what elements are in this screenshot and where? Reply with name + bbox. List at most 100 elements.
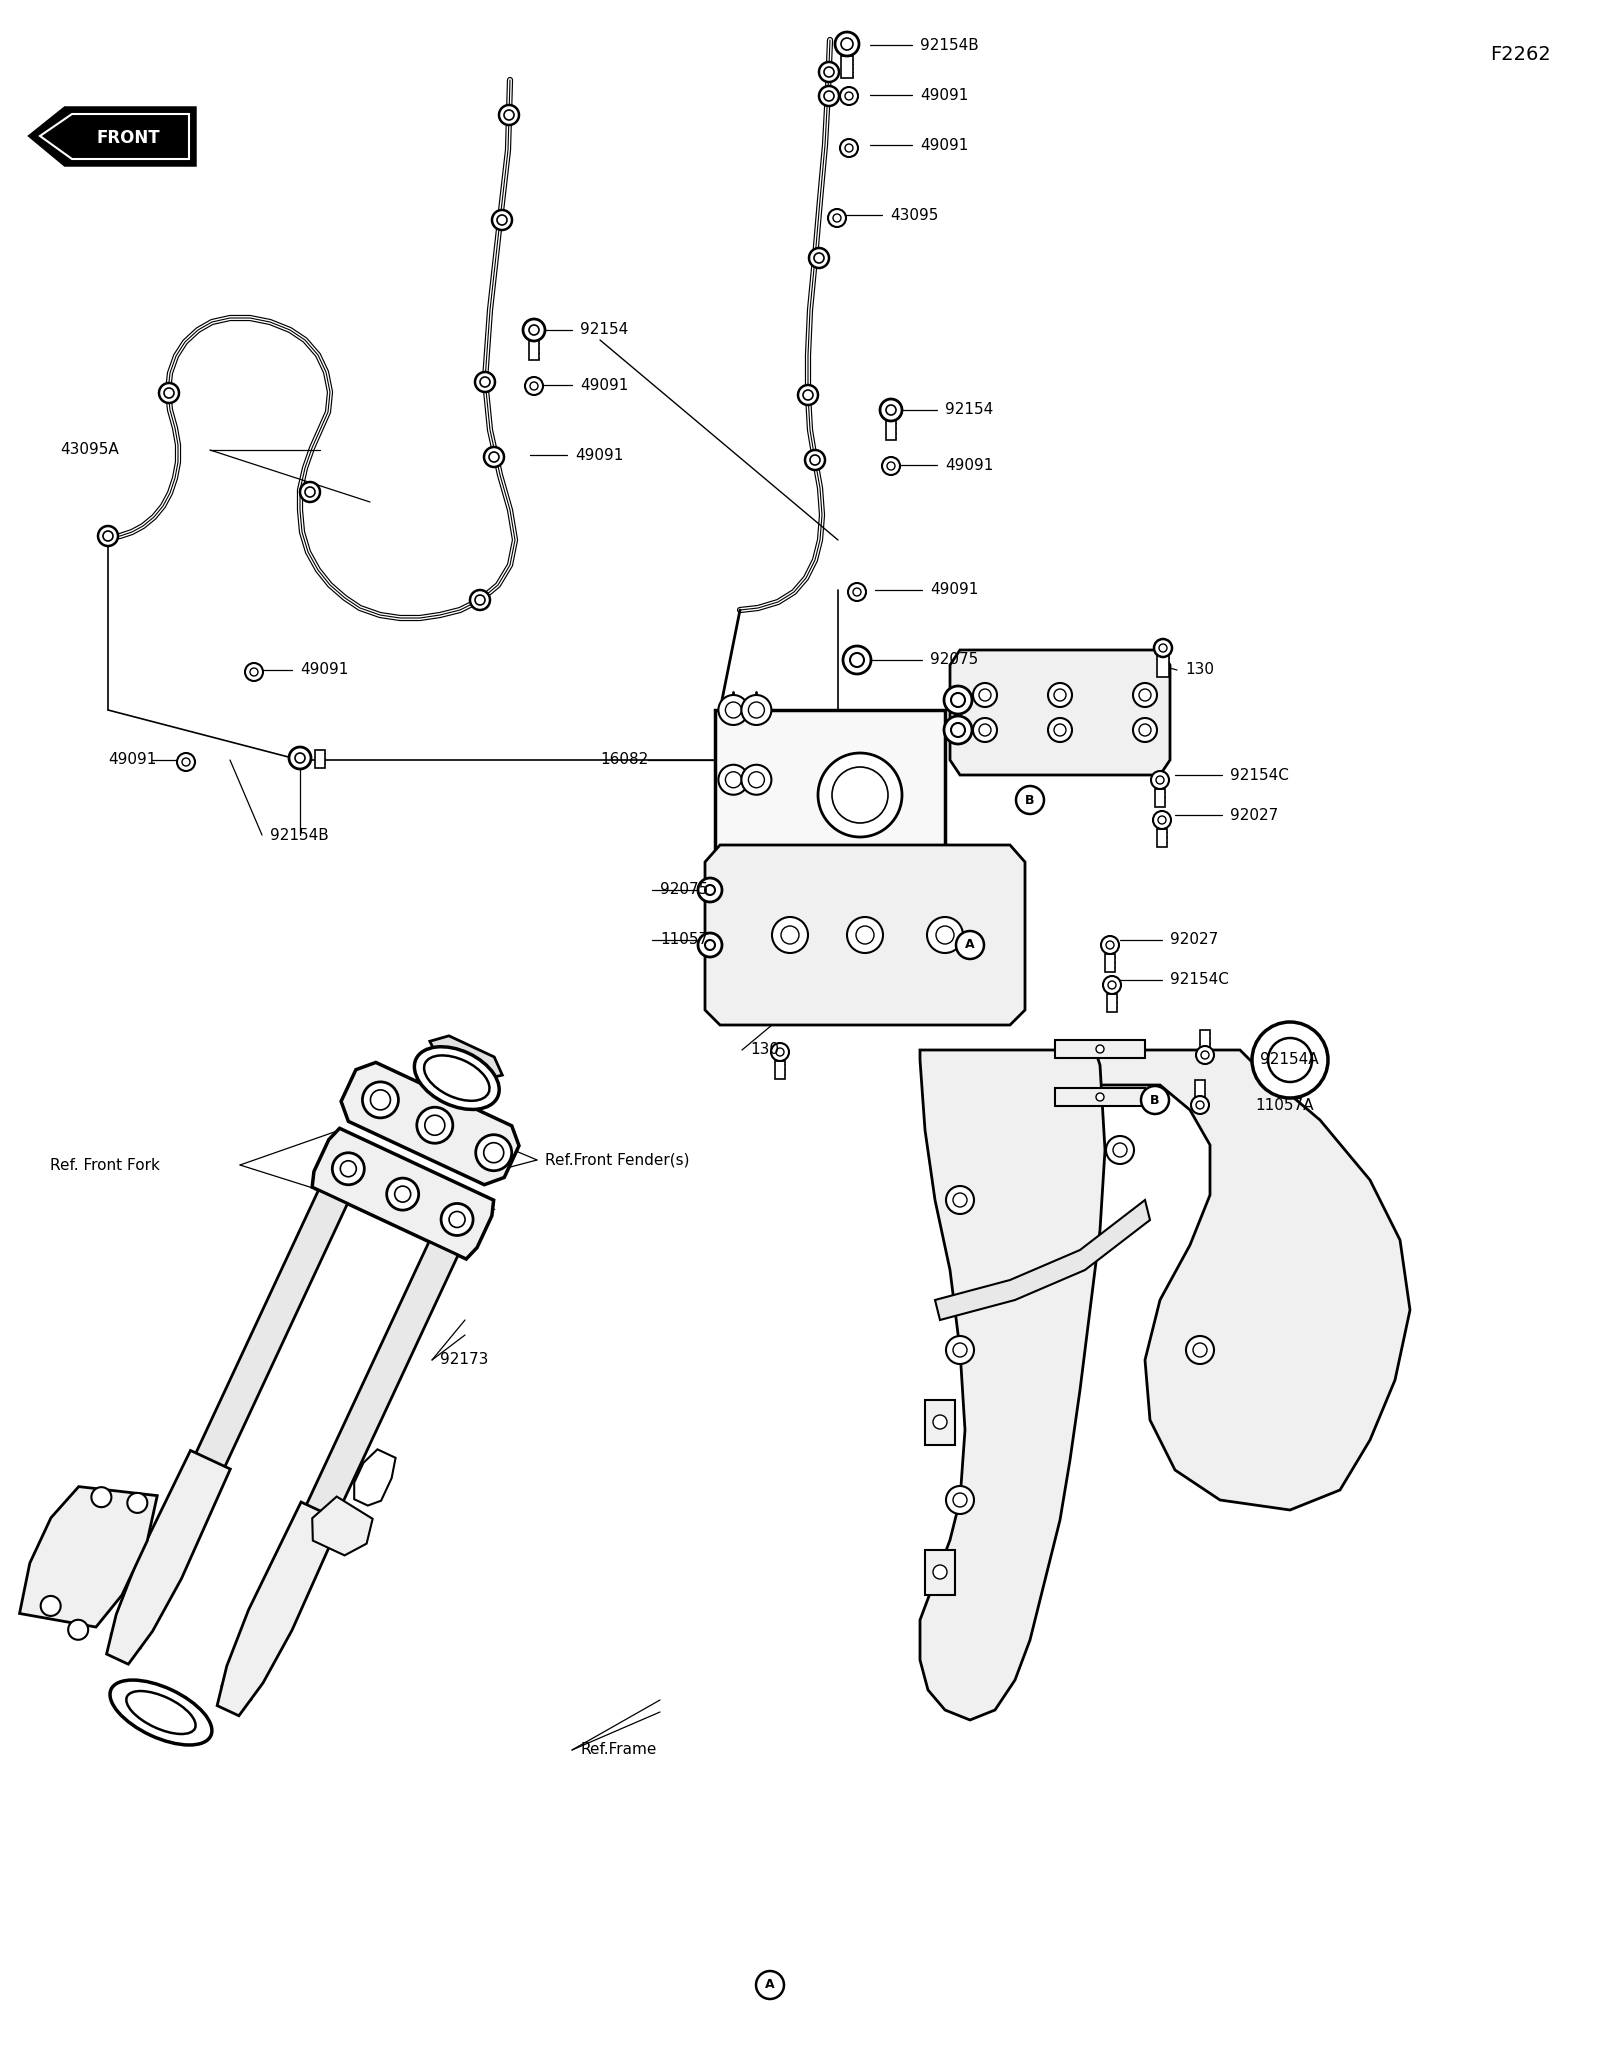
Circle shape: [886, 405, 896, 415]
Polygon shape: [30, 107, 195, 165]
Text: 49091: 49091: [579, 378, 629, 393]
Text: 92075: 92075: [930, 653, 978, 668]
Circle shape: [250, 668, 258, 676]
Circle shape: [158, 382, 179, 403]
Circle shape: [499, 105, 518, 124]
Circle shape: [245, 664, 262, 680]
Text: Ref.Frame: Ref.Frame: [579, 1742, 656, 1757]
Circle shape: [842, 37, 853, 50]
Polygon shape: [920, 1050, 1106, 1720]
Bar: [1107, 994, 1117, 1013]
Text: 16082: 16082: [600, 752, 648, 767]
Circle shape: [1197, 1046, 1214, 1065]
Bar: [925, 1550, 955, 1596]
Circle shape: [798, 384, 818, 405]
Circle shape: [819, 62, 838, 83]
Text: 11057A: 11057A: [1254, 1098, 1314, 1112]
Circle shape: [493, 211, 512, 229]
Bar: [1157, 829, 1166, 847]
Text: 49091: 49091: [574, 446, 624, 463]
Polygon shape: [354, 1449, 395, 1505]
Bar: [925, 1399, 955, 1445]
Circle shape: [954, 1344, 966, 1358]
Circle shape: [1155, 775, 1165, 783]
Circle shape: [91, 1486, 112, 1507]
Circle shape: [1106, 1137, 1134, 1164]
Circle shape: [1048, 717, 1072, 742]
Circle shape: [950, 692, 965, 707]
Circle shape: [706, 885, 715, 895]
Bar: [1106, 955, 1115, 971]
Circle shape: [944, 686, 973, 713]
Circle shape: [1150, 771, 1170, 790]
Text: 49091: 49091: [946, 457, 994, 473]
Text: 92154B: 92154B: [270, 827, 328, 843]
Circle shape: [1197, 1102, 1205, 1110]
Circle shape: [848, 583, 866, 601]
Text: 92075: 92075: [661, 883, 709, 897]
Circle shape: [946, 1486, 974, 1513]
Text: F2262: F2262: [1490, 45, 1550, 64]
Circle shape: [523, 318, 546, 341]
Circle shape: [880, 399, 902, 422]
Circle shape: [418, 1108, 453, 1143]
Circle shape: [1133, 682, 1157, 707]
Circle shape: [1194, 1344, 1206, 1358]
Bar: [1200, 1029, 1210, 1048]
Circle shape: [834, 215, 842, 221]
Circle shape: [1114, 1143, 1126, 1158]
Polygon shape: [218, 1503, 341, 1716]
Text: 92154B: 92154B: [920, 37, 979, 52]
Bar: [1157, 655, 1170, 678]
Text: 49091: 49091: [930, 583, 978, 597]
Text: B: B: [1150, 1093, 1160, 1106]
Bar: [774, 1060, 786, 1079]
Circle shape: [933, 1416, 947, 1428]
Circle shape: [1101, 936, 1118, 955]
Circle shape: [771, 1044, 789, 1060]
Circle shape: [442, 1203, 474, 1236]
Text: 43095A: 43095A: [61, 442, 118, 457]
Circle shape: [1096, 1093, 1104, 1102]
Text: 49091: 49091: [301, 664, 349, 678]
Circle shape: [1054, 688, 1066, 701]
Circle shape: [882, 457, 899, 475]
Polygon shape: [222, 1242, 458, 1699]
Circle shape: [490, 453, 499, 463]
Text: 92173: 92173: [440, 1352, 488, 1368]
Circle shape: [363, 1081, 398, 1118]
Circle shape: [954, 1193, 966, 1207]
Circle shape: [946, 1335, 974, 1364]
Circle shape: [886, 463, 894, 469]
Polygon shape: [934, 1201, 1150, 1321]
Polygon shape: [107, 1451, 230, 1664]
Circle shape: [450, 1211, 466, 1228]
Circle shape: [749, 703, 765, 717]
Circle shape: [824, 66, 834, 76]
Circle shape: [698, 932, 722, 957]
Circle shape: [944, 715, 973, 744]
Circle shape: [1133, 717, 1157, 742]
Circle shape: [1139, 723, 1150, 736]
Circle shape: [718, 765, 749, 794]
Circle shape: [1107, 982, 1117, 988]
Circle shape: [1190, 1096, 1210, 1114]
Circle shape: [395, 1186, 411, 1203]
Circle shape: [530, 325, 539, 335]
Circle shape: [979, 688, 990, 701]
Polygon shape: [19, 1486, 157, 1627]
Circle shape: [741, 695, 771, 726]
Circle shape: [771, 918, 808, 953]
Bar: [842, 56, 853, 79]
Circle shape: [294, 752, 306, 763]
Text: 49091: 49091: [920, 138, 968, 153]
Polygon shape: [1070, 1050, 1410, 1511]
Circle shape: [950, 723, 965, 738]
Circle shape: [749, 771, 765, 788]
Circle shape: [1139, 688, 1150, 701]
Circle shape: [946, 1186, 974, 1213]
Bar: [1054, 1087, 1146, 1106]
Ellipse shape: [424, 1056, 490, 1102]
Circle shape: [498, 215, 507, 225]
Text: 92154: 92154: [946, 403, 994, 418]
